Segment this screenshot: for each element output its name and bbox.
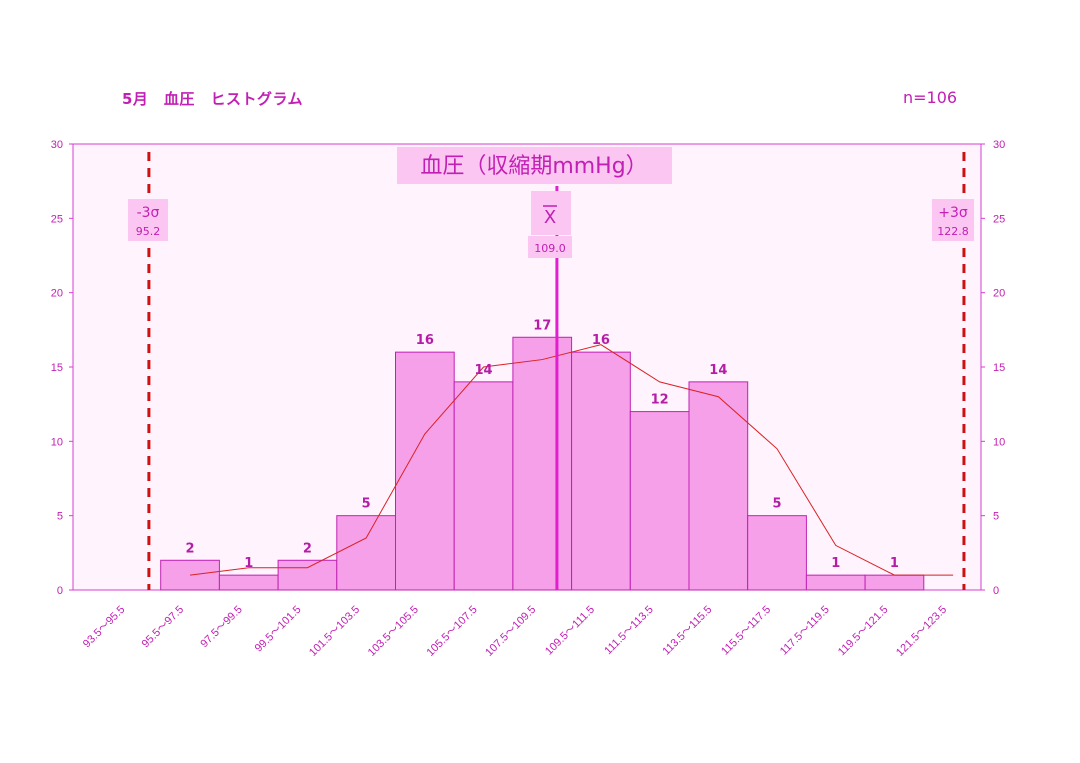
y-tick-label-right: 0: [993, 585, 999, 597]
y-tick-label-left: 5: [57, 511, 63, 523]
mean-value-label: 109.0: [534, 242, 566, 255]
bar-data-label: 14: [475, 363, 493, 378]
x-tick-label: 113.5～115.5: [660, 604, 714, 658]
bar-data-label: 16: [416, 333, 434, 348]
x-tick-label: 115.5～117.5: [719, 604, 773, 658]
x-tick-label: 101.5～103.5: [307, 604, 362, 659]
x-tick-label: 109.5～111.5: [543, 604, 597, 658]
y-tick-label-right: 25: [993, 213, 1005, 225]
y-tick-label-right: 15: [993, 362, 1005, 374]
x-tick-label: 97.5～99.5: [198, 604, 245, 651]
x-tick-label: 121.5～123.5: [894, 604, 949, 659]
y-tick-label-right: 10: [993, 436, 1005, 448]
trend-line: [189, 344, 954, 576]
bar-data-label: 1: [244, 556, 253, 571]
bar-data-label: 14: [709, 363, 727, 378]
x-tick-label: 103.5～105.5: [366, 604, 421, 659]
plus-3sigma-value: 122.8: [937, 225, 969, 238]
y-tick-label-right: 20: [993, 288, 1005, 300]
histogram-bar: [453, 381, 514, 591]
x-tick-label: 93.5～95.5: [81, 604, 128, 651]
plus-3sigma-label: +3σ: [938, 205, 968, 221]
bar-data-label: 5: [773, 497, 782, 512]
histogram-bar: [629, 411, 690, 591]
chart-title: 血圧（収縮期mmHg）: [420, 154, 647, 179]
histogram-bar: [160, 559, 220, 591]
x-tick-label: 111.5～113.5: [602, 604, 655, 657]
trend-layer: [189, 344, 954, 576]
x-tick-label: 99.5～101.5: [253, 604, 304, 655]
chart-header-title: 5月 血圧 ヒストグラム: [122, 90, 303, 108]
minus-3sigma-label: -3σ: [137, 205, 160, 221]
histogram-bar: [747, 515, 807, 591]
sample-size-label: n=106: [903, 88, 958, 107]
histogram-bar: [218, 574, 279, 591]
plus-3sigma-box: [932, 199, 974, 241]
y-tick-label-left: 10: [51, 436, 63, 448]
x-tick-label: 119.5～121.5: [836, 604, 891, 659]
bar-data-label: 16: [592, 333, 610, 348]
bar-data-label: 2: [303, 541, 312, 556]
mean-symbol-box: [531, 191, 571, 235]
histogram-bar: [395, 351, 455, 591]
y-tick-label-left: 20: [51, 288, 63, 300]
y-tick-label-left: 30: [51, 139, 63, 151]
chart-title-box: [397, 147, 672, 184]
mean-value-box: [528, 236, 572, 258]
x-tick-label: 107.5～109.5: [483, 604, 538, 659]
y-tick-label-left: 0: [57, 585, 63, 597]
minus-3sigma-value: 95.2: [136, 225, 161, 238]
x-tick-label: 95.5～97.5: [140, 604, 187, 651]
minus-3sigma-box: [128, 199, 168, 241]
bar-data-label: 1: [831, 556, 840, 571]
bar-data-label: 2: [186, 541, 195, 556]
bars-layer: [160, 336, 925, 591]
histogram-bar: [864, 574, 925, 591]
histogram-bar: [512, 336, 573, 591]
bar-data-label: 5: [362, 497, 371, 512]
histogram-bar: [571, 351, 631, 591]
y-tick-label-left: 25: [51, 213, 63, 225]
y-tick-label-left: 15: [51, 362, 63, 374]
histogram-bar: [277, 559, 338, 591]
x-tick-label: 105.5～107.5: [424, 604, 479, 659]
mean-symbol: X: [544, 207, 556, 228]
histogram-bar: [336, 515, 396, 591]
bar-data-label: 17: [533, 318, 551, 333]
x-tick-label: 117.5～119.5: [778, 604, 832, 658]
histogram-bar: [805, 574, 866, 591]
histogram-bar: [688, 381, 749, 591]
bar-data-label: 12: [651, 393, 669, 408]
bar-data-label: 1: [890, 556, 899, 571]
y-tick-label-right: 30: [993, 139, 1005, 151]
y-tick-label-right: 5: [993, 511, 999, 523]
